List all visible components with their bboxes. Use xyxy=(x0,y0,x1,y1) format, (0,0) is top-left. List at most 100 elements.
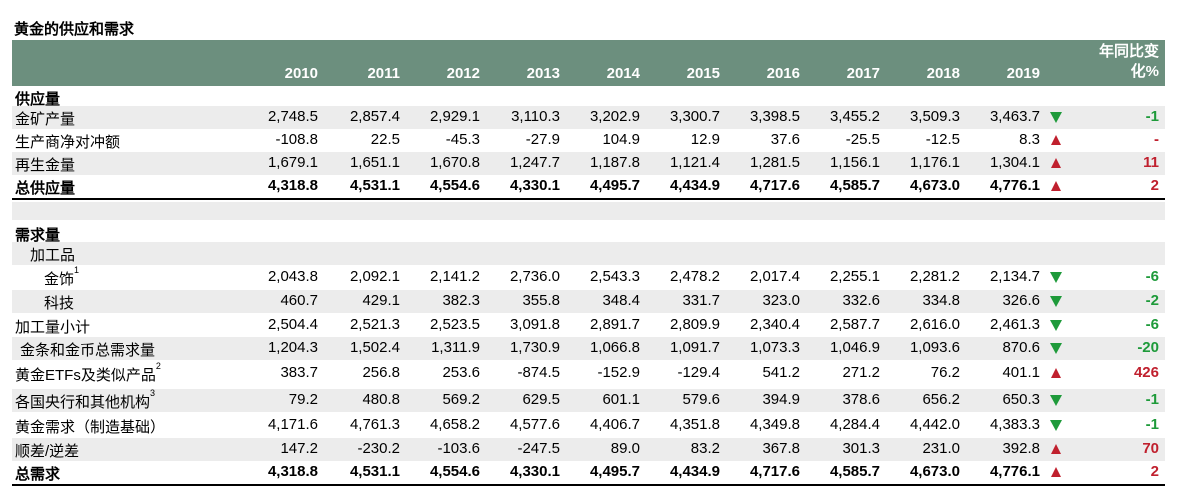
table-header: 2010 2011 2012 2013 2014 2015 2016 2017 2018 2019… xyxy=(12,40,1165,86)
cell-2011: 2,092.1 xyxy=(349,268,400,285)
cell-2011: 2,857.4 xyxy=(349,108,400,125)
cell-2015: 4,434.9 xyxy=(669,177,720,194)
cell-2019: 1,304.1 xyxy=(989,154,1040,171)
cell-2011: 1,502.4 xyxy=(349,339,400,356)
cell-2013: -27.9 xyxy=(525,131,560,148)
cell-2013: 2,736.0 xyxy=(509,268,560,285)
cell-2017: 378.6 xyxy=(842,391,880,408)
up-triangle-icon xyxy=(1051,135,1061,145)
cell-2017: 1,156.1 xyxy=(829,154,880,171)
cell-2018: 656.2 xyxy=(922,391,960,408)
year-header-2011: 2011 xyxy=(367,65,400,82)
cell-2018: 4,673.0 xyxy=(909,177,960,194)
cell-2011: 2,521.3 xyxy=(349,316,400,333)
cell-2013: -874.5 xyxy=(517,364,560,381)
cell-2018: 1,176.1 xyxy=(909,154,960,171)
table-row: 金条和金币总需求量 1,204.3 1,502.4 1,311.9 1,730.9 1,0… xyxy=(12,337,1165,360)
cell-2016: 1,281.5 xyxy=(749,154,800,171)
cell-2012: 2,929.1 xyxy=(429,108,480,125)
cell-2015: 1,091.7 xyxy=(669,339,720,356)
cell-2015: 2,809.9 xyxy=(669,316,720,333)
cell-2016: 1,073.3 xyxy=(749,339,800,356)
cell-2010: 383.7 xyxy=(280,364,318,381)
down-triangle-icon xyxy=(1050,420,1062,431)
table-row: 顺差/逆差 147.2 -230.2 -103.6 -247.5 89.0 83.2 367.… xyxy=(12,438,1165,461)
cell-2018: 231.0 xyxy=(922,440,960,457)
cell-2019: 650.3 xyxy=(1002,391,1040,408)
cell-2011: 4,531.1 xyxy=(349,177,400,194)
cell-2011: 4,531.1 xyxy=(349,463,400,480)
row-label: 顺差/逆差 xyxy=(15,443,80,460)
cell-2019: 392.8 xyxy=(1002,440,1040,457)
cell-2016: 541.2 xyxy=(762,364,800,381)
row-label: 黄金ETFs及类似产品2 xyxy=(15,361,161,384)
table-row: 科技 460.7 429.1 382.3 355.8 348.4 331.7 323.0 332… xyxy=(12,290,1165,313)
cell-2010: 1,679.1 xyxy=(267,154,318,171)
row-label: 各国央行和其他机构3 xyxy=(15,388,156,411)
cell-2019: 326.6 xyxy=(1002,292,1040,309)
cell-2012: 253.6 xyxy=(442,364,480,381)
cell-2015: 331.7 xyxy=(682,292,720,309)
yoy-value: -6 xyxy=(1145,316,1159,333)
cell-2015: 1,121.4 xyxy=(669,154,720,171)
cell-2012: 4,658.2 xyxy=(429,416,480,433)
cell-2018: 76.2 xyxy=(930,364,960,381)
cell-2014: 1,066.8 xyxy=(589,339,640,356)
cell-2019: 8.3 xyxy=(1019,131,1040,148)
cell-2015: 4,351.8 xyxy=(669,416,720,433)
footnote-marker: 2 xyxy=(155,361,161,371)
cell-2017: 271.2 xyxy=(842,364,880,381)
table-title: 黄金的供应和需求 xyxy=(14,21,135,38)
cell-2012: 1,311.9 xyxy=(431,339,480,356)
year-header-2015: 2015 xyxy=(686,65,720,82)
cell-2015: 3,300.7 xyxy=(669,108,720,125)
row-label: 总需求 xyxy=(15,466,61,483)
yoy-header-line: 年同比变 xyxy=(1098,43,1159,60)
year-header-2014: 2014 xyxy=(606,65,640,82)
row-label: 加工量小计 xyxy=(15,319,91,336)
cell-2018: 2,281.2 xyxy=(909,268,960,285)
cell-2010: 4,318.8 xyxy=(267,177,318,194)
cell-2015: 4,434.9 xyxy=(669,463,720,480)
footnote-marker: 3 xyxy=(150,388,156,398)
cell-2013: 3,091.8 xyxy=(509,316,560,333)
table-row: 黄金需求（制造基础） 4,171.6 4,761.3 4,658.2 4,577.6 4,… xyxy=(12,414,1165,437)
cell-2018: 1,093.6 xyxy=(909,339,960,356)
year-header-2012: 2012 xyxy=(446,65,480,82)
cell-2012: -45.3 xyxy=(445,131,480,148)
yoy-header: 年同比变 化% xyxy=(1079,42,1159,82)
cell-2016: 2,340.4 xyxy=(749,316,800,333)
cell-2012: -103.6 xyxy=(437,440,480,457)
cell-2011: 4,761.3 xyxy=(349,416,400,433)
cell-2014: 4,495.7 xyxy=(589,463,640,480)
cell-2013: 1,247.7 xyxy=(509,154,560,171)
table-row: 金饰1 2,043.8 2,092.1 2,141.2 2,736.0 2,543.3 2,… xyxy=(12,265,1165,289)
cell-2012: 382.3 xyxy=(442,292,480,309)
cell-2019: 2,134.7 xyxy=(989,268,1040,285)
cell-2012: 4,554.6 xyxy=(429,463,480,480)
cell-2013: 4,330.1 xyxy=(509,463,560,480)
year-header-2017: 2017 xyxy=(846,65,880,82)
cell-2010: 147.2 xyxy=(280,440,318,457)
cell-2018: 4,442.0 xyxy=(909,416,960,433)
cell-2015: 579.6 xyxy=(682,391,720,408)
down-triangle-icon xyxy=(1050,320,1062,331)
cell-2017: 2,255.1 xyxy=(829,268,880,285)
cell-2014: 348.4 xyxy=(602,292,640,309)
cell-2013: 355.8 xyxy=(522,292,560,309)
cell-2012: 2,141.2 xyxy=(429,268,480,285)
cell-2012: 2,523.5 xyxy=(429,316,480,333)
cell-2013: 4,330.1 xyxy=(509,177,560,194)
supply-heading: 供应量 xyxy=(15,91,61,108)
cell-2011: -230.2 xyxy=(357,440,400,457)
table-row: 生产商净对冲额 -108.8 22.5 -45.3 -27.9 104.9 12.9 37.6… xyxy=(12,129,1165,152)
year-header-2013: 2013 xyxy=(526,65,560,82)
cell-2017: 1,046.9 xyxy=(829,339,880,356)
cell-2018: 3,509.3 xyxy=(909,108,960,125)
cell-2014: 4,495.7 xyxy=(589,177,640,194)
cell-2016: 323.0 xyxy=(762,292,800,309)
row-label: 生产商净对冲额 xyxy=(15,134,121,151)
cell-2014: 601.1 xyxy=(602,391,640,408)
cell-2017: 3,455.2 xyxy=(829,108,880,125)
yoy-value: 11 xyxy=(1143,154,1159,171)
